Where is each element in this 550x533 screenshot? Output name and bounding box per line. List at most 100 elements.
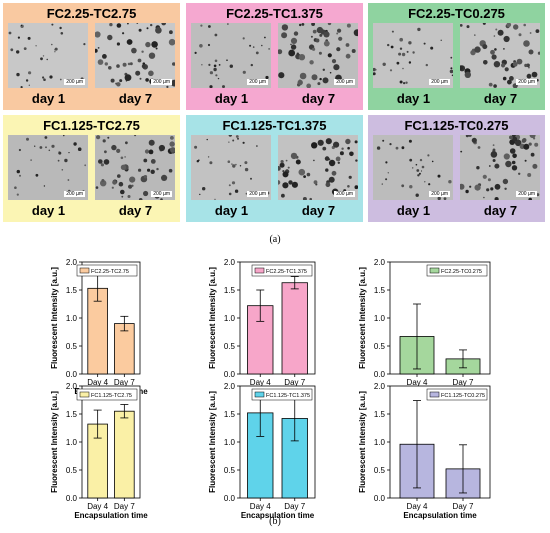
- y-tick-label: 0.5: [224, 342, 236, 351]
- y-tick-label: 1.0: [224, 438, 236, 447]
- x-tick-label: Day 4: [87, 378, 108, 387]
- x-tick-label: Day 7: [453, 502, 474, 511]
- day-label: day 1: [31, 91, 66, 106]
- y-axis-label: Fluorescent Intensity [a.u.]: [208, 267, 217, 369]
- legend-label: FC2.25-TC0.275: [441, 269, 482, 275]
- legend-label: FC1.125-TC1.375: [266, 393, 310, 399]
- scale-bar: 200 µm: [516, 79, 537, 85]
- day-label: day 7: [118, 91, 153, 106]
- day-label: day 1: [214, 203, 249, 218]
- y-tick-label: 1.5: [224, 410, 236, 419]
- y-tick-label: 1.5: [66, 286, 78, 295]
- micrograph-image: 200 µm: [373, 23, 453, 88]
- micrograph-image: 200 µm: [278, 135, 358, 200]
- micrograph-image: 200 µm: [191, 23, 271, 88]
- y-tick-label: 0.5: [66, 342, 78, 351]
- day-label: day 7: [483, 91, 518, 106]
- y-tick-label: 0.0: [66, 370, 78, 379]
- cell-title: FC1.125-TC0.275: [404, 118, 509, 133]
- legend-label: FC1.125-TC0.275: [441, 393, 485, 399]
- micrograph-cell: FC2.25-TC1.375 200 µm 200 µm day 1 day 7: [186, 3, 363, 110]
- cell-title: FC2.25-TC0.275: [408, 6, 505, 21]
- legend-box: [251, 264, 313, 277]
- scale-bar: 200 µm: [429, 79, 450, 85]
- y-tick-label: 1.5: [224, 286, 236, 295]
- micrograph-cell: FC1.125-TC0.275 200 µm 200 µm day 1 day 7: [368, 115, 545, 222]
- y-axis-label: Fluorescent Intensity [a.u.]: [208, 391, 217, 493]
- micrograph-image: 200 µm: [278, 23, 358, 88]
- x-axis-label: Encapsulation time: [74, 511, 148, 520]
- legend-swatch: [254, 391, 265, 398]
- x-tick-label: Day 4: [407, 378, 428, 387]
- scale-bar: 200 µm: [64, 191, 85, 197]
- legend-label: FC2.25-TC1.375: [266, 269, 307, 275]
- legend-swatch: [79, 267, 90, 274]
- y-tick-label: 2.0: [374, 382, 386, 391]
- x-tick-label: Day 7: [284, 378, 305, 387]
- micrograph-image: 200 µm: [95, 23, 175, 88]
- micrograph-cell: FC1.125-TC2.75 200 µm 200 µm day 1 day 7: [3, 115, 180, 222]
- y-tick-label: 1.0: [374, 438, 386, 447]
- scale-bar: 200 µm: [151, 191, 172, 197]
- legend-swatch: [254, 267, 265, 274]
- y-tick-label: 0.5: [374, 466, 386, 475]
- bar: [114, 410, 135, 499]
- legend-box: [76, 264, 138, 277]
- day-label: day 1: [214, 91, 249, 106]
- x-tick-label: Day 7: [284, 502, 305, 511]
- y-tick-label: 0.5: [66, 466, 78, 475]
- y-tick-label: 1.5: [374, 286, 386, 295]
- y-tick-label: 0.0: [374, 494, 386, 503]
- scale-bar: 200 µm: [247, 79, 268, 85]
- y-tick-label: 2.0: [66, 258, 78, 267]
- x-tick-label: Day 7: [453, 378, 474, 387]
- x-axis-label: Encapsulation time: [241, 511, 315, 520]
- scale-bar: 200 µm: [151, 79, 172, 85]
- legend-box: [251, 388, 313, 401]
- legend-box: [76, 388, 138, 401]
- micrograph-image: 200 µm: [373, 135, 453, 200]
- y-tick-label: 2.0: [224, 258, 236, 267]
- cell-title: FC1.125-TC1.375: [222, 118, 327, 133]
- day-label: day 1: [396, 91, 431, 106]
- micrograph-image: 200 µm: [460, 23, 540, 88]
- y-tick-label: 2.0: [374, 258, 386, 267]
- y-tick-label: 2.0: [66, 382, 78, 391]
- panel-a-micrograph-grid: FC2.25-TC2.75 200 µm 200 µm day 1 day 7 FC2.2…: [0, 0, 550, 230]
- cell-title: FC2.25-TC2.75: [46, 6, 137, 21]
- day-label: day 1: [31, 203, 66, 218]
- panel-b-label: (b): [269, 516, 281, 527]
- micrograph-cell: FC1.125-TC1.375 200 µm 200 µm day 1 day 7: [186, 115, 363, 222]
- y-tick-label: 1.0: [374, 314, 386, 323]
- micrograph-image: 200 µm: [8, 135, 88, 200]
- legend-swatch: [79, 391, 90, 398]
- legend-box: [426, 264, 488, 277]
- day-label: day 7: [301, 203, 336, 218]
- panel-b-bar-charts: 0.0 0.5 1.0 1.5 2.0 Fluorescent Intensity [a.…: [0, 236, 550, 526]
- day-label: day 7: [483, 203, 518, 218]
- y-axis-label: Fluorescent Intensity [a.u.]: [50, 391, 59, 493]
- y-tick-label: 1.5: [66, 410, 78, 419]
- micrograph-image: 200 µm: [460, 135, 540, 200]
- micrograph-image: 200 µm: [191, 135, 271, 200]
- y-tick-label: 1.0: [66, 438, 78, 447]
- scale-bar: 200 µm: [64, 79, 85, 85]
- micrograph-image: 200 µm: [8, 23, 88, 88]
- cell-title: FC1.125-TC2.75: [43, 118, 140, 133]
- day-label: day 7: [118, 203, 153, 218]
- micrograph-cell: FC2.25-TC0.275 200 µm 200 µm day 1 day 7: [368, 3, 545, 110]
- x-tick-label: Day 7: [114, 378, 135, 387]
- x-tick-label: Day 4: [250, 502, 271, 511]
- y-axis-label: Fluorescent Intensity [a.u.]: [358, 391, 367, 493]
- bar-charts-svg: 0.0 0.5 1.0 1.5 2.0 Fluorescent Intensity [a.…: [50, 258, 491, 520]
- y-tick-label: 0.0: [374, 370, 386, 379]
- y-tick-label: 1.0: [224, 314, 236, 323]
- y-tick-label: 1.0: [66, 314, 78, 323]
- y-tick-label: 0.0: [66, 494, 78, 503]
- y-axis-label: Fluorescent Intensity [a.u.]: [50, 267, 59, 369]
- y-tick-label: 2.0: [224, 382, 236, 391]
- x-tick-label: Day 4: [407, 502, 428, 511]
- scale-bar: 200 µm: [516, 191, 537, 197]
- y-tick-label: 0.5: [374, 342, 386, 351]
- scale-bar: 200 µm: [247, 191, 268, 197]
